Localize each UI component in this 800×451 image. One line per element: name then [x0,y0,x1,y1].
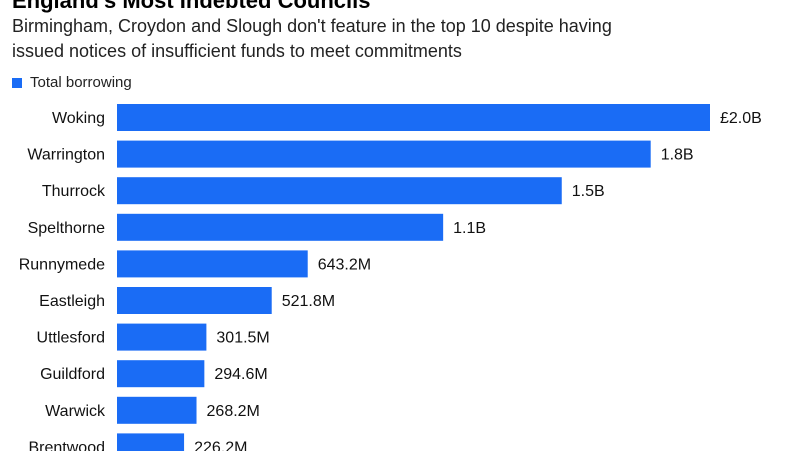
category-label: Warwick [45,403,106,420]
legend-label: Total borrowing [30,74,132,91]
bar [117,213,444,241]
category-label: Brentwood [29,439,106,451]
bar [117,433,185,451]
category-label: Runnymede [19,256,105,273]
legend-swatch [12,77,22,88]
category-label: Eastleigh [39,293,105,310]
legend: Total borrowing [12,74,132,91]
value-label: 643.2M [318,256,371,273]
bar [117,360,205,388]
category-label: Spelthorne [28,220,105,237]
value-label: 301.5M [216,330,269,347]
bar [117,287,272,314]
value-label: 268.2M [207,403,260,420]
value-label: 1.1B [453,220,486,237]
bar [117,104,710,131]
category-label: Thurrock [42,183,106,200]
category-label: Uttlesford [37,330,105,347]
value-label: 1.8B [661,147,694,164]
category-label: Woking [52,110,105,127]
chart-title: England's Most Indebted Councils [12,0,371,13]
category-label: Guildford [40,366,105,383]
bar [117,396,197,424]
bar [117,177,562,205]
bar [117,323,207,351]
bar [117,250,308,278]
value-label: 521.8M [282,293,335,310]
value-label: 294.6M [214,366,267,383]
bar [117,140,651,168]
chart-subtitle: Birmingham, Croydon and Slough don't fea… [12,16,612,61]
value-label: £2.0B [720,110,762,127]
category-label: Warrington [27,147,105,164]
value-label: 226.2M [194,439,247,451]
value-label: 1.5B [572,183,605,200]
